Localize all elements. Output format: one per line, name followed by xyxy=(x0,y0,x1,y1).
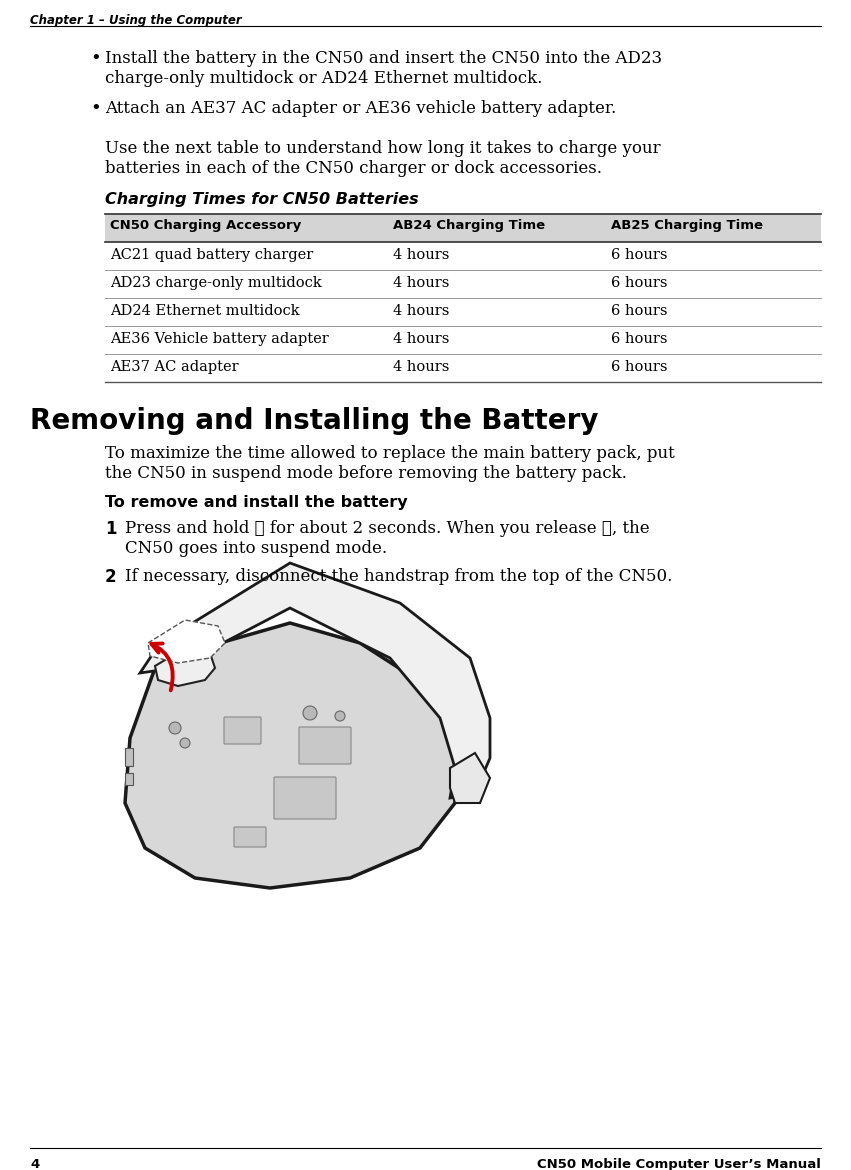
Circle shape xyxy=(303,706,317,720)
Bar xyxy=(125,773,133,785)
Bar xyxy=(105,214,821,242)
Circle shape xyxy=(180,738,190,748)
Text: If necessary, disconnect the handstrap from the top of the CN50.: If necessary, disconnect the handstrap f… xyxy=(125,567,672,585)
Text: 2: 2 xyxy=(105,567,117,586)
Text: Attach an AE37 AC adapter or AE36 vehicle battery adapter.: Attach an AE37 AC adapter or AE36 vehicl… xyxy=(105,99,616,117)
Circle shape xyxy=(169,722,181,734)
Text: CN50 Mobile Computer User’s Manual: CN50 Mobile Computer User’s Manual xyxy=(537,1158,821,1170)
Text: Use the next table to understand how long it takes to charge your: Use the next table to understand how lon… xyxy=(105,140,660,157)
Text: 4 hours: 4 hours xyxy=(393,304,449,318)
Text: 6 hours: 6 hours xyxy=(611,360,668,374)
Text: 1: 1 xyxy=(105,519,117,538)
Text: To remove and install the battery: To remove and install the battery xyxy=(105,495,408,510)
Text: 4 hours: 4 hours xyxy=(393,276,449,290)
Text: AE36 Vehicle battery adapter: AE36 Vehicle battery adapter xyxy=(110,332,328,346)
Text: Removing and Installing the Battery: Removing and Installing the Battery xyxy=(30,407,598,435)
Text: To maximize the time allowed to replace the main battery pack, put: To maximize the time allowed to replace … xyxy=(105,445,675,462)
Text: 6 hours: 6 hours xyxy=(611,304,668,318)
Text: AD24 Ethernet multidock: AD24 Ethernet multidock xyxy=(110,304,300,318)
Text: Chapter 1 – Using the Computer: Chapter 1 – Using the Computer xyxy=(30,14,242,27)
Text: charge-only multidock or AD24 Ethernet multidock.: charge-only multidock or AD24 Ethernet m… xyxy=(105,70,542,87)
Text: 6 hours: 6 hours xyxy=(611,276,668,290)
Text: AC21 quad battery charger: AC21 quad battery charger xyxy=(110,248,313,262)
Text: Install the battery in the CN50 and insert the CN50 into the AD23: Install the battery in the CN50 and inse… xyxy=(105,50,662,67)
Circle shape xyxy=(335,711,345,721)
Polygon shape xyxy=(155,648,215,686)
Text: AE37 AC adapter: AE37 AC adapter xyxy=(110,360,238,374)
FancyBboxPatch shape xyxy=(299,727,351,764)
Text: AB24 Charging Time: AB24 Charging Time xyxy=(393,219,545,232)
Text: Charging Times for CN50 Batteries: Charging Times for CN50 Batteries xyxy=(105,192,419,207)
Polygon shape xyxy=(140,563,490,798)
Text: 4: 4 xyxy=(30,1158,39,1170)
Polygon shape xyxy=(450,753,490,803)
Text: AD23 charge-only multidock: AD23 charge-only multidock xyxy=(110,276,322,290)
Text: 4 hours: 4 hours xyxy=(393,360,449,374)
FancyBboxPatch shape xyxy=(224,717,261,744)
FancyBboxPatch shape xyxy=(234,827,266,847)
Polygon shape xyxy=(125,622,460,888)
Text: batteries in each of the CN50 charger or dock accessories.: batteries in each of the CN50 charger or… xyxy=(105,160,602,177)
FancyBboxPatch shape xyxy=(274,777,336,819)
Text: CN50 Charging Accessory: CN50 Charging Accessory xyxy=(110,219,301,232)
Text: 6 hours: 6 hours xyxy=(611,332,668,346)
Bar xyxy=(125,748,133,766)
Text: AB25 Charging Time: AB25 Charging Time xyxy=(611,219,763,232)
Text: the CN50 in suspend mode before removing the battery pack.: the CN50 in suspend mode before removing… xyxy=(105,464,627,482)
Text: 4 hours: 4 hours xyxy=(393,332,449,346)
Text: •: • xyxy=(90,50,100,68)
Polygon shape xyxy=(148,620,225,663)
Text: CN50 goes into suspend mode.: CN50 goes into suspend mode. xyxy=(125,541,387,557)
Text: 4 hours: 4 hours xyxy=(393,248,449,262)
Text: 6 hours: 6 hours xyxy=(611,248,668,262)
Text: •: • xyxy=(90,99,100,118)
Text: Press and hold ⓞ for about 2 seconds. When you release ⓞ, the: Press and hold ⓞ for about 2 seconds. Wh… xyxy=(125,519,649,537)
